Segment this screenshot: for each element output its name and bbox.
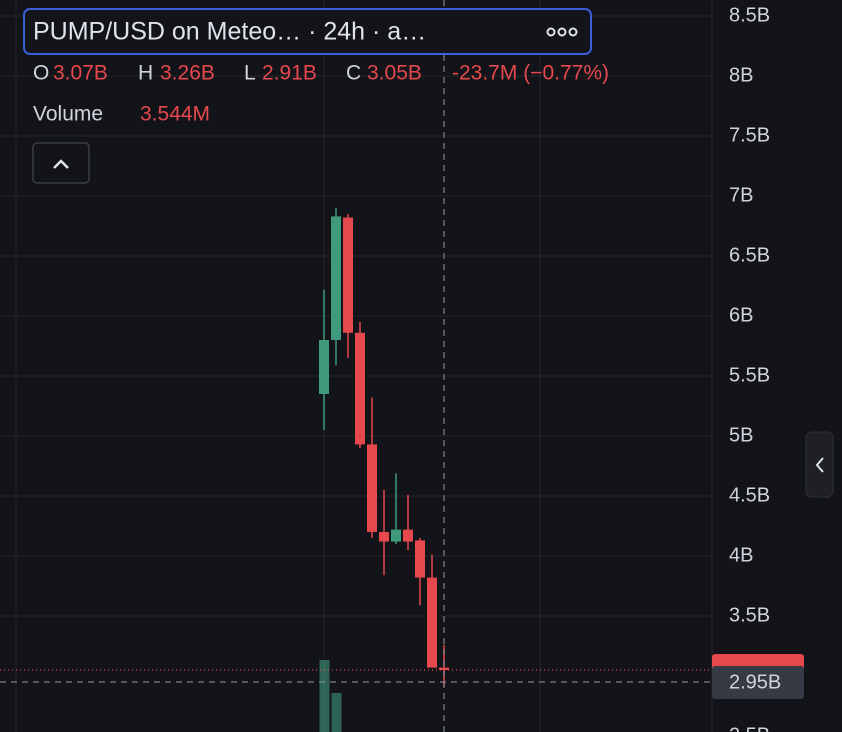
candle-body	[319, 340, 329, 394]
candle-body	[391, 529, 401, 542]
side-panel-button[interactable]	[805, 431, 834, 498]
candle-body	[415, 540, 425, 578]
volume-value: 3.544M	[140, 103, 210, 126]
chevron-up-icon	[53, 159, 69, 169]
collapse-button[interactable]	[32, 142, 90, 184]
title-box[interactable]	[23, 8, 592, 55]
legend-label: L	[244, 62, 256, 85]
y-tick-label: 3.5B	[729, 604, 770, 626]
legend-value: 3.05B	[367, 62, 422, 85]
more-icon[interactable]	[546, 27, 578, 37]
candle-body	[379, 532, 389, 542]
candle-body	[403, 529, 413, 542]
candle-body	[355, 332, 365, 445]
candle-body	[439, 667, 449, 670]
y-tick-label: 2.5B	[729, 724, 770, 732]
volume-label: Volume	[33, 103, 103, 126]
y-tick-label: 5.5B	[729, 364, 770, 386]
legend-label: H	[138, 62, 153, 85]
legend-value: 3.07B	[53, 62, 108, 85]
y-tick-label: 8B	[729, 64, 753, 86]
y-tick-label: 5B	[729, 424, 753, 446]
candle-body	[367, 444, 377, 532]
legend-value: 3.26B	[160, 62, 215, 85]
plot	[0, 0, 712, 732]
chart-title: PUMP/USD on Meteo… · 24h · a…	[33, 18, 426, 46]
crosshair-box	[712, 666, 804, 699]
volume-bar	[331, 693, 342, 732]
legend-change: -23.7M (−0.77%)	[452, 62, 609, 85]
legend-label: C	[346, 62, 361, 85]
y-tick-label: 8.5B	[729, 4, 770, 26]
y-tick-label: 6B	[729, 304, 753, 326]
y-tick-label: 4.5B	[729, 484, 770, 506]
legend-value: 2.91B	[262, 62, 317, 85]
legend-label: O	[33, 62, 49, 85]
y-tick-label: 4B	[729, 544, 753, 566]
candle-body	[427, 577, 437, 668]
crosshair-label: 2.95B	[729, 671, 781, 693]
y-tick-label: 7B	[729, 184, 753, 206]
y-tick-label: 6.5B	[729, 244, 770, 266]
candle-body	[331, 216, 341, 340]
y-axis: 8.5B 8B 7.5B 7B 6.5B 6B 5.5B 5B 4.5B 4B 3.5B 2.5B 2.…	[712, 4, 804, 732]
grid	[0, 0, 712, 732]
candle-body	[343, 217, 353, 333]
chevron-left-icon	[815, 457, 824, 473]
volume-bar	[319, 660, 330, 732]
y-tick-label: 7.5B	[729, 124, 770, 146]
